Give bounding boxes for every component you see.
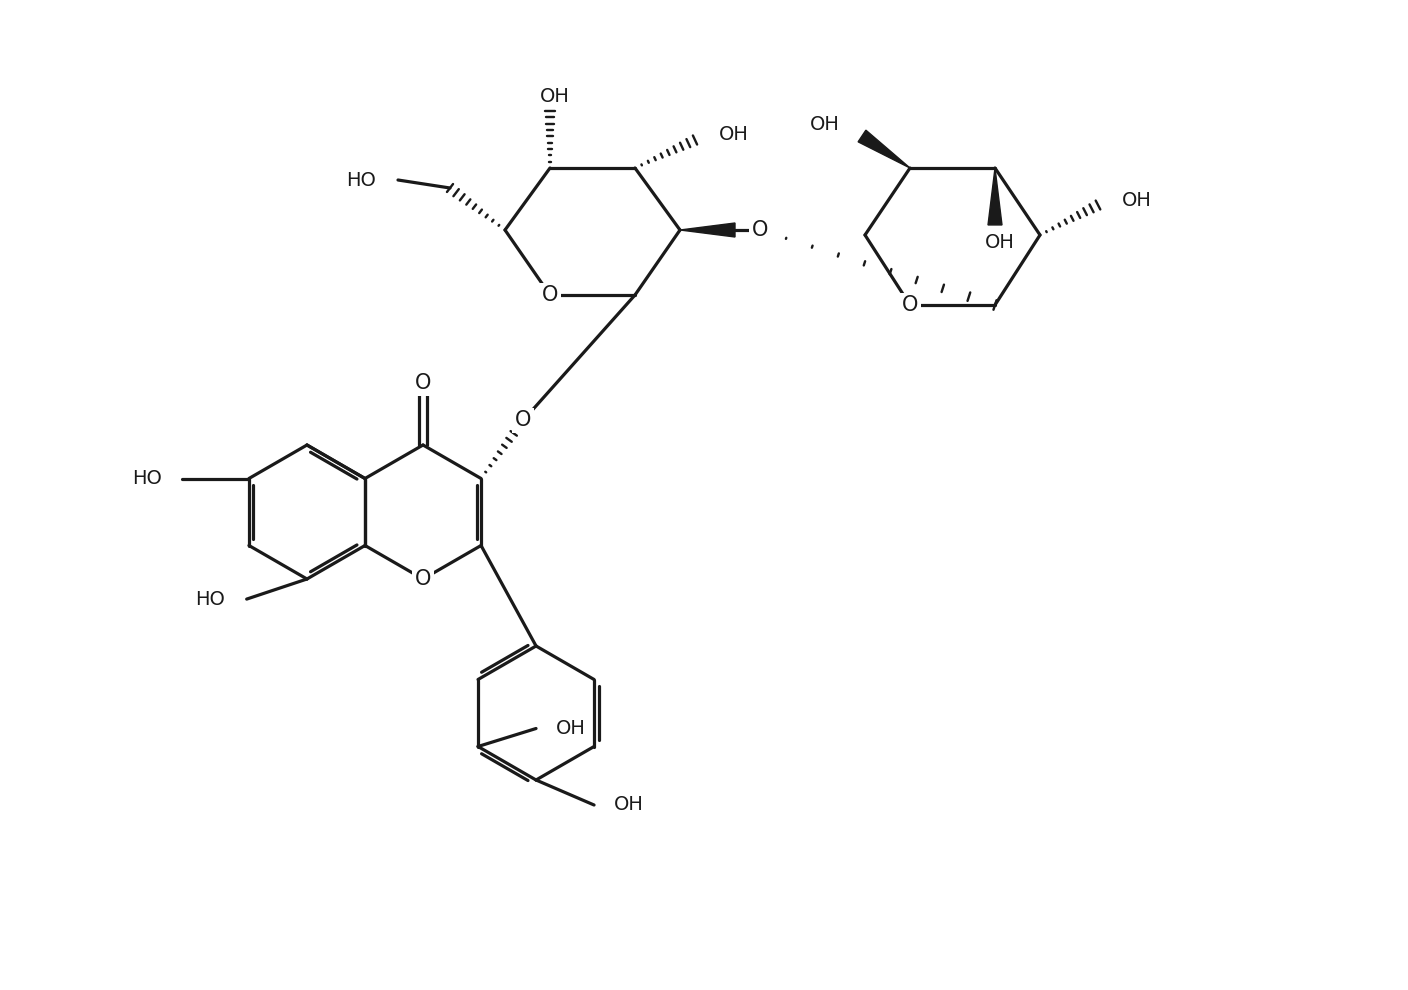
Text: O: O	[415, 373, 431, 393]
Text: O: O	[542, 285, 558, 305]
Text: HO: HO	[132, 469, 162, 488]
Text: OH: OH	[614, 796, 643, 815]
Text: HO: HO	[346, 170, 376, 189]
Text: OH: OH	[1122, 190, 1152, 210]
Text: O: O	[752, 220, 769, 240]
Text: O: O	[515, 411, 531, 431]
Polygon shape	[680, 223, 735, 237]
Text: OH: OH	[541, 86, 570, 106]
Text: OH: OH	[986, 234, 1015, 252]
Text: OH: OH	[810, 115, 841, 134]
Text: O: O	[415, 569, 431, 589]
Text: OH: OH	[719, 126, 749, 145]
Text: O: O	[901, 295, 918, 315]
Polygon shape	[988, 168, 1002, 225]
Polygon shape	[857, 130, 910, 168]
Text: OH: OH	[556, 719, 586, 738]
Text: HO: HO	[194, 590, 225, 609]
